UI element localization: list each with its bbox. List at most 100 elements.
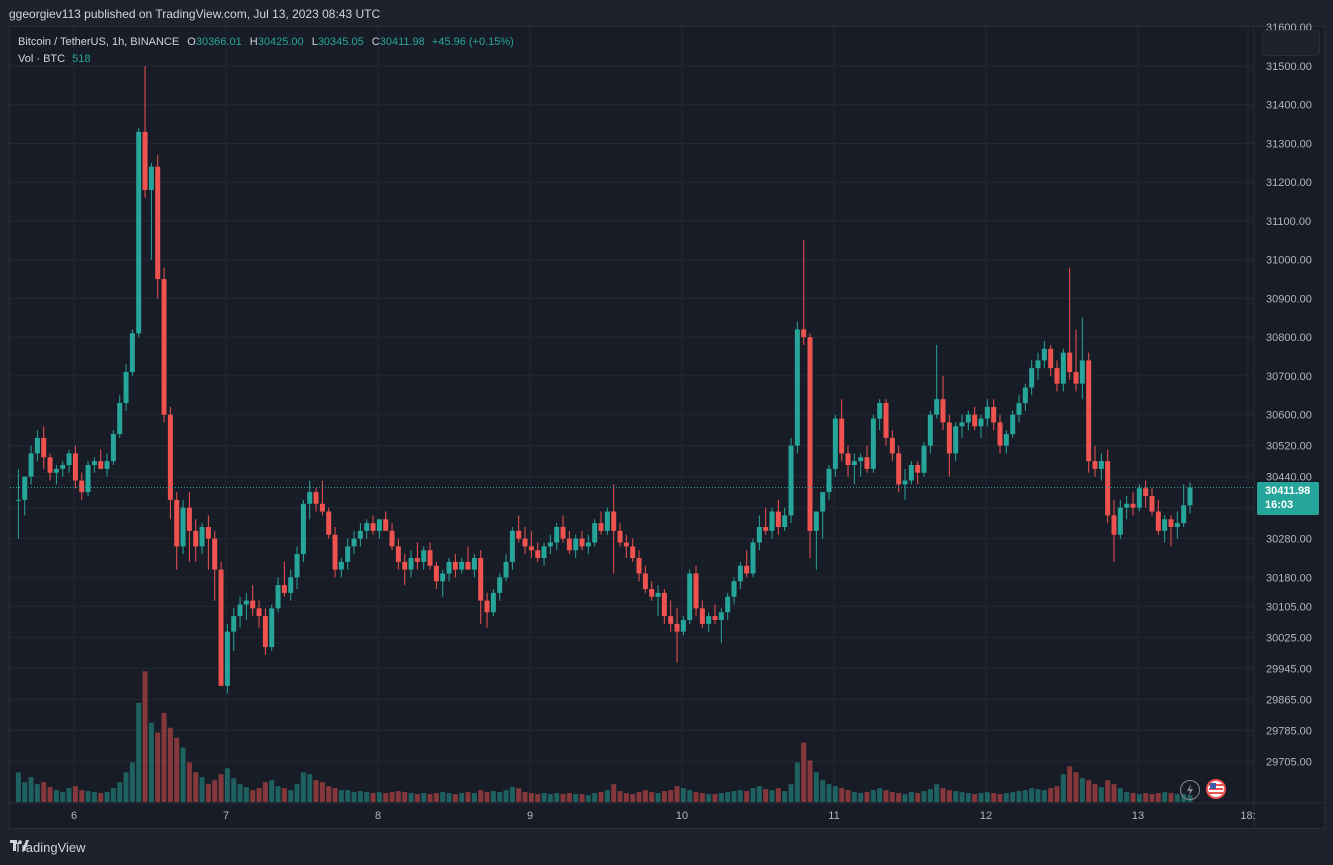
- volume-label[interactable]: Vol · BTC: [18, 53, 66, 65]
- candle-body: [908, 465, 914, 481]
- candle-body: [1155, 511, 1161, 531]
- candle-body: [490, 592, 496, 613]
- candle-body: [547, 542, 553, 547]
- candle-body: [1016, 403, 1022, 415]
- price-tick-label: 30700.00: [1266, 371, 1312, 383]
- candle-body: [319, 503, 325, 512]
- candle-body: [275, 585, 281, 609]
- candle-body: [98, 461, 104, 469]
- volume-bar: [186, 762, 192, 802]
- volume-bar: [28, 777, 34, 802]
- candle-body: [478, 557, 484, 601]
- candle-body: [965, 414, 971, 423]
- volume-bar: [870, 790, 876, 802]
- candle-body: [395, 546, 401, 562]
- volume-bar: [490, 791, 496, 802]
- candle-body: [877, 403, 883, 419]
- volume-bar: [60, 792, 66, 802]
- candle-body: [218, 569, 224, 686]
- volume-bar: [15, 772, 21, 802]
- open-value: 30366.01: [195, 36, 242, 48]
- volume-bar: [725, 792, 731, 802]
- brand[interactable]: TradingView: [10, 840, 86, 855]
- volume-bar: [326, 786, 332, 802]
- last-price-value: 30411.98: [1265, 485, 1311, 497]
- volume-bar: [1168, 793, 1174, 802]
- volume-bar: [528, 793, 534, 802]
- candle-body: [940, 399, 946, 423]
- volume-bar: [516, 788, 522, 802]
- candle-body: [731, 581, 737, 597]
- volume-bar: [921, 791, 927, 802]
- volume-bar: [294, 784, 300, 802]
- footer-bar: TradingView: [0, 834, 1333, 865]
- volume-bar: [585, 795, 591, 802]
- candle-body: [560, 527, 566, 539]
- candle-body: [205, 527, 211, 539]
- volume-bar: [642, 790, 648, 802]
- volume-bar: [699, 793, 705, 802]
- volume-bar: [522, 792, 528, 802]
- candle-body: [250, 600, 256, 609]
- volume-bar: [440, 792, 446, 802]
- volume-bar: [1117, 788, 1123, 802]
- volume-bar: [167, 727, 173, 802]
- candle-body: [737, 565, 743, 582]
- candle-body: [357, 530, 363, 539]
- candle-body: [1003, 434, 1009, 446]
- candle-body: [22, 476, 28, 500]
- volume-bar: [978, 793, 984, 802]
- price-tick-label: 30440.00: [1266, 472, 1312, 484]
- volume-bar: [364, 792, 370, 802]
- volume-bar: [110, 788, 116, 802]
- candle-body: [408, 557, 414, 570]
- volume-bar: [104, 792, 110, 802]
- chart-frame[interactable]: [9, 26, 1325, 829]
- lightning-icon[interactable]: [1180, 780, 1200, 800]
- volume-bar: [1111, 784, 1117, 802]
- volume-bar: [788, 784, 794, 802]
- volume-bar: [794, 762, 800, 802]
- volume-bar: [313, 780, 319, 802]
- price-scale-button[interactable]: [1262, 30, 1320, 56]
- volume-bar: [395, 791, 401, 802]
- candle-body: [832, 418, 838, 469]
- candle-body: [687, 573, 693, 620]
- volume-bar: [1022, 790, 1028, 802]
- candle-body: [794, 329, 800, 446]
- volume-bar: [604, 790, 610, 802]
- volume-bar: [775, 788, 781, 802]
- candle-body: [91, 461, 97, 466]
- volume-bar: [680, 788, 686, 802]
- last-price-tag: 30411.98 16:03: [1257, 482, 1319, 515]
- volume-bar: [351, 792, 357, 802]
- candle-body: [110, 434, 116, 462]
- volume-bar: [826, 784, 832, 802]
- volume-bar: [554, 793, 560, 802]
- candle-body: [775, 511, 781, 528]
- volume-bar: [1124, 792, 1130, 802]
- volume-bar: [1029, 788, 1035, 802]
- candle-body: [237, 604, 243, 617]
- candle-body: [636, 557, 642, 574]
- time-tick-label: 11: [828, 810, 839, 822]
- candle-body: [1022, 387, 1028, 404]
- us-flag-icon[interactable]: [1206, 779, 1226, 799]
- volume-bar: [275, 786, 281, 802]
- candle-body: [642, 573, 648, 589]
- candle-body: [1079, 360, 1085, 384]
- chart-legend: Bitcoin / TetherUS, 1h, BINANCE O30366.0…: [18, 34, 514, 68]
- volume-bar: [383, 793, 389, 802]
- candle-body: [72, 453, 78, 481]
- volume-bar: [940, 788, 946, 802]
- candle-body: [845, 453, 851, 466]
- candle-body: [332, 534, 338, 570]
- candle-body: [186, 507, 192, 531]
- volume-bar: [611, 784, 617, 802]
- price-tick-label: 30105.00: [1266, 601, 1312, 613]
- candle-body: [370, 523, 376, 531]
- symbol-label[interactable]: Bitcoin / TetherUS, 1h, BINANCE: [18, 36, 180, 48]
- legend-volume-row: Vol · BTC 518: [18, 51, 514, 68]
- volume-bar: [174, 737, 180, 802]
